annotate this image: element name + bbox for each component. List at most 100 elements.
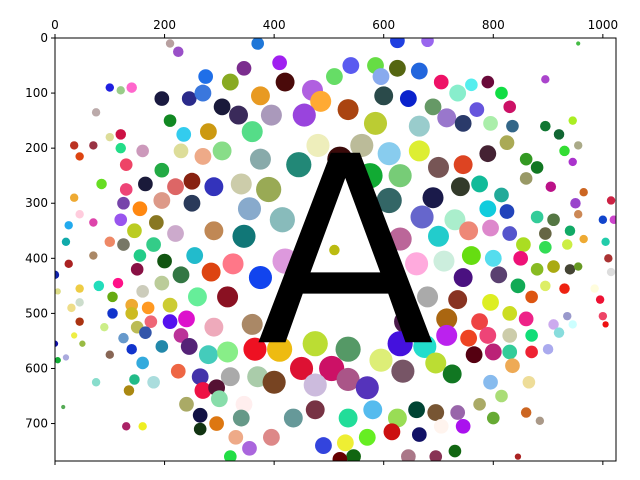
bubble-point bbox=[209, 416, 224, 431]
bubble-point bbox=[516, 237, 531, 252]
bubble-point bbox=[427, 404, 445, 421]
bubble-point bbox=[547, 213, 560, 227]
bubble-point bbox=[540, 280, 551, 292]
bubble-point bbox=[269, 207, 295, 233]
bubble-point bbox=[357, 163, 383, 189]
bubble-point bbox=[342, 57, 360, 74]
bubble-point bbox=[484, 343, 502, 361]
bubble-point bbox=[604, 254, 613, 263]
bubble-point bbox=[576, 41, 581, 46]
bubble-point bbox=[162, 314, 178, 330]
axes: 0 200 400 600 800 1000 0 100 200 300 400 500 600 700 bbox=[25, 18, 618, 465]
bubble-point bbox=[542, 343, 554, 355]
bubble-point bbox=[232, 224, 256, 248]
bubble-point bbox=[193, 422, 207, 436]
bubble-point bbox=[449, 84, 467, 102]
bubble-point bbox=[374, 86, 394, 106]
bubble-point bbox=[460, 329, 478, 347]
bubble-point bbox=[194, 84, 212, 102]
x-tick-label: 200 bbox=[153, 18, 176, 32]
y-tick-label: 100 bbox=[25, 86, 48, 100]
bubble-point bbox=[126, 82, 137, 93]
bubble-point bbox=[545, 181, 557, 192]
bubble-point bbox=[376, 187, 402, 214]
bubble-point bbox=[482, 293, 499, 311]
bubble-point bbox=[564, 264, 576, 275]
bubble-point bbox=[465, 346, 483, 364]
bubble-point bbox=[547, 260, 560, 273]
bubble-point bbox=[179, 396, 194, 412]
bubble-point bbox=[579, 234, 588, 244]
bubble-point bbox=[154, 162, 170, 178]
bubble-point bbox=[237, 197, 262, 221]
bubble-point bbox=[241, 313, 263, 335]
bubble-point bbox=[107, 291, 118, 303]
bubble-point bbox=[505, 358, 520, 374]
bubble-point bbox=[495, 389, 508, 403]
bubble-point bbox=[146, 237, 161, 252]
bubble-point bbox=[116, 86, 125, 95]
bubble-point bbox=[559, 145, 570, 157]
bubble-point bbox=[483, 116, 498, 131]
bubble-point bbox=[136, 356, 149, 370]
bubble-point bbox=[251, 38, 265, 50]
bubble-point bbox=[235, 395, 253, 413]
bubble-point bbox=[183, 194, 201, 212]
bubble-point bbox=[129, 374, 140, 385]
bubble-point bbox=[118, 332, 129, 344]
bubble-point bbox=[248, 266, 272, 290]
bubble-point bbox=[535, 416, 545, 425]
bubble-point bbox=[410, 62, 428, 80]
bubble-point bbox=[155, 340, 169, 353]
bubble-point bbox=[436, 308, 458, 330]
bubble-point bbox=[55, 288, 61, 295]
bubble-point bbox=[548, 319, 559, 330]
bubble-point bbox=[154, 91, 170, 106]
bubble-point bbox=[289, 356, 314, 381]
bubble-point bbox=[69, 193, 79, 202]
bubble-point bbox=[427, 156, 449, 178]
bubble-point bbox=[453, 155, 473, 175]
bubble-point bbox=[242, 440, 257, 456]
center-letter-a: A bbox=[256, 102, 435, 404]
bubble-point bbox=[138, 176, 153, 192]
bubble-point bbox=[530, 210, 544, 224]
y-tick-label: 400 bbox=[25, 251, 48, 265]
bubble-point bbox=[408, 401, 425, 419]
bubble-point bbox=[133, 249, 147, 262]
bubble-point bbox=[62, 354, 70, 361]
bubble-point bbox=[541, 75, 550, 84]
x-tick-label: 800 bbox=[482, 18, 505, 32]
bubble-point bbox=[139, 326, 152, 339]
bubble-point bbox=[224, 450, 237, 461]
bubble-point bbox=[559, 283, 570, 294]
bubble-point bbox=[514, 453, 522, 460]
bubble-point bbox=[598, 311, 608, 321]
bubble-point bbox=[437, 108, 457, 128]
bubble-point bbox=[387, 408, 407, 428]
bubble-point bbox=[429, 450, 443, 461]
bubble-point bbox=[336, 434, 354, 452]
bubble-point bbox=[115, 142, 126, 154]
bubble-point bbox=[410, 205, 434, 229]
bubble-point bbox=[172, 266, 190, 284]
bubble-point bbox=[112, 277, 124, 289]
bubble-point bbox=[162, 297, 178, 313]
bubble-point bbox=[141, 301, 155, 315]
bubble-point bbox=[210, 390, 228, 408]
bubble-point bbox=[481, 75, 495, 89]
bubble-point bbox=[132, 201, 148, 217]
bubble-point bbox=[126, 343, 137, 355]
bubble-point bbox=[421, 38, 434, 48]
bubble-point bbox=[502, 306, 518, 321]
bubble-point bbox=[337, 99, 359, 121]
bubble-layer bbox=[55, 38, 616, 461]
y-tick-label: 700 bbox=[25, 417, 48, 431]
bubble-point bbox=[79, 340, 86, 347]
bubble-point bbox=[315, 437, 332, 454]
bubble-point bbox=[336, 367, 360, 392]
bubble-point bbox=[606, 267, 616, 277]
bubble-point bbox=[486, 411, 500, 425]
bubble-point bbox=[525, 329, 538, 342]
axes-frame bbox=[54, 37, 617, 462]
